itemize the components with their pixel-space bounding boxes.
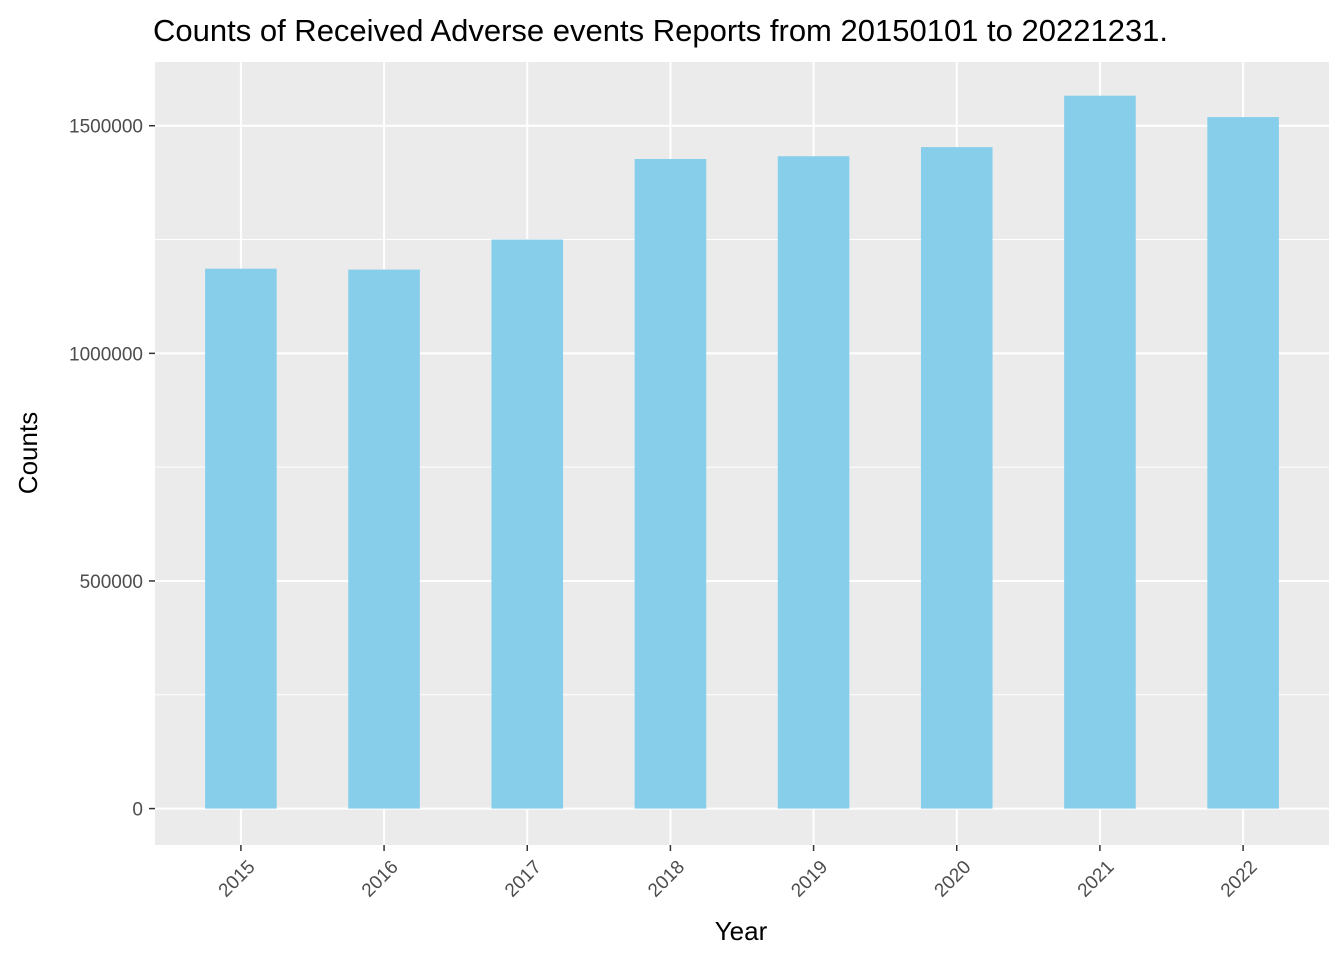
plot-panel — [155, 62, 1329, 845]
x-tick-label: 2021 — [1074, 857, 1119, 902]
y-tick-label: 1000000 — [69, 344, 143, 365]
x-tick-label: 2018 — [644, 857, 689, 902]
x-tick-label: 2015 — [215, 857, 260, 902]
x-tick-label: 2019 — [787, 857, 832, 902]
bar — [634, 158, 707, 809]
bars — [205, 95, 1279, 809]
bar — [1064, 95, 1136, 809]
chart-title: Counts of Received Adverse events Report… — [153, 13, 1168, 48]
y-axis-title: Counts — [13, 412, 43, 494]
bar — [348, 269, 420, 809]
bar — [1207, 117, 1279, 809]
x-axis: 2015 2016 2017 2018 2019 2020 2021 2022 — [215, 845, 1262, 901]
y-tick-label: 500000 — [80, 572, 143, 593]
y-tick-label: 0 — [132, 800, 143, 821]
y-axis: 0 500000 1000000 1500000 — [69, 117, 155, 821]
x-tick-label: 2016 — [358, 857, 403, 902]
bar — [920, 147, 993, 809]
x-tick-label: 2017 — [501, 857, 546, 902]
bar — [491, 239, 564, 809]
x-tick-label: 2022 — [1217, 857, 1262, 902]
bar — [205, 268, 277, 809]
y-tick-label: 1500000 — [69, 117, 143, 138]
x-tick-label: 2020 — [931, 857, 976, 902]
bar — [777, 156, 850, 809]
x-axis-title: Year — [715, 916, 768, 946]
